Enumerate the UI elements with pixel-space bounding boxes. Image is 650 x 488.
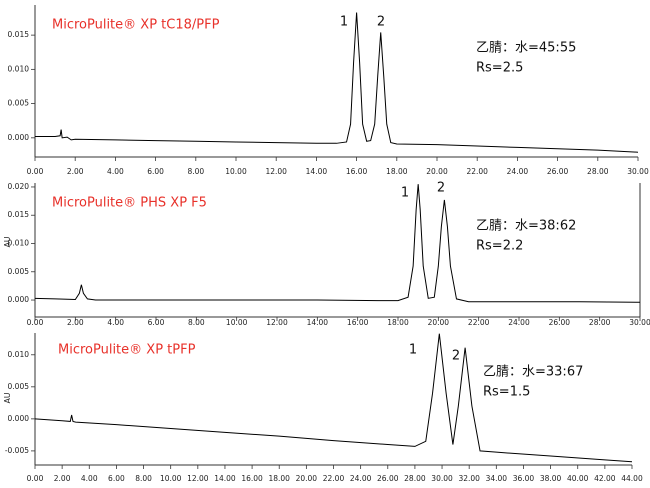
x-tick-label: 24.00	[507, 167, 529, 176]
x-tick-label: 10.00	[226, 318, 248, 327]
x-tick-label: 12.00	[266, 318, 288, 327]
x-tick-label: 42.00	[594, 474, 616, 483]
x-tick-label: 26.00	[547, 167, 569, 176]
x-tick-label: 26.00	[549, 318, 571, 327]
peak-label: 2	[437, 181, 445, 196]
x-tick-label: 2.00	[54, 474, 71, 483]
x-tick-label: 36.00	[513, 474, 535, 483]
x-tick-label: 14.00	[306, 167, 328, 176]
x-tick-label: 24.00	[508, 318, 530, 327]
x-tick-label: 12.00	[187, 474, 209, 483]
x-tick-label: 34.00	[486, 474, 508, 483]
x-tick-label: 6.00	[148, 318, 165, 327]
y-tick-label: 0.005	[8, 267, 30, 276]
x-tick-label: 24.00	[350, 474, 372, 483]
x-tick-label: 16.00	[347, 318, 369, 327]
y-tick-label: 0.010	[8, 238, 30, 247]
annotation: Rs=2.5	[476, 61, 523, 76]
annotation: 乙腈：水=33:67	[483, 365, 583, 380]
x-tick-label: 4.00	[107, 167, 124, 176]
x-tick-label: 30.00	[627, 167, 649, 176]
x-tick-label: 2.00	[67, 167, 84, 176]
x-tick-label: 28.00	[589, 318, 611, 327]
trace	[34, 333, 633, 463]
x-tick-label: 2.00	[67, 318, 84, 327]
annotation: Rs=2.2	[476, 239, 523, 254]
x-tick-label: 14.00	[214, 474, 236, 483]
x-tick-label: 6.00	[108, 474, 125, 483]
x-tick-label: 30.00	[431, 474, 453, 483]
x-tick-label: 22.00	[323, 474, 345, 483]
x-tick-label: 6.00	[147, 167, 164, 176]
y-tick-label: 0.015	[8, 210, 30, 219]
trace	[35, 12, 639, 153]
peak-label: 1	[409, 343, 417, 358]
x-tick-label: 40.00	[567, 474, 589, 483]
x-tick-label: 38.00	[540, 474, 562, 483]
peak-label: 1	[340, 15, 348, 30]
y-tick-label: 0.005	[8, 99, 30, 108]
y-tick-label: 0.005	[8, 382, 30, 391]
x-tick-label: 26.00	[377, 474, 399, 483]
x-tick-label: 0.00	[27, 167, 44, 176]
x-tick-label: 20.00	[426, 167, 448, 176]
x-tick-label: 28.00	[404, 474, 426, 483]
x-tick-label: 10.00	[225, 167, 247, 176]
panel-title: MicroPulite® XP tC18/PFP	[52, 18, 220, 33]
annotation: Rs=1.5	[483, 385, 530, 400]
x-tick-label: 22.00	[468, 318, 490, 327]
peak-label: 2	[377, 15, 385, 30]
x-tick-label: 16.00	[241, 474, 263, 483]
annotation: 乙腈：水=38:62	[476, 219, 576, 234]
y-tick-label: 0.010	[8, 350, 30, 359]
x-tick-label: 18.00	[268, 474, 290, 483]
x-tick-label: 18.00	[387, 318, 409, 327]
x-tick-label: 32.00	[458, 474, 480, 483]
x-tick-label: 12.00	[265, 167, 287, 176]
x-tick-label: 4.00	[107, 318, 124, 327]
y-tick-label: 0.015	[8, 30, 30, 39]
x-tick-label: 18.00	[386, 167, 408, 176]
y-tick-label: 0.000	[8, 295, 30, 304]
x-tick-label: 30.00	[629, 318, 650, 327]
annotation: 乙腈：水=45:55	[476, 41, 576, 56]
x-tick-label: 0.00	[27, 474, 44, 483]
x-tick-label: 4.00	[81, 474, 98, 483]
x-tick-label: 8.00	[188, 318, 205, 327]
peak-label: 2	[452, 349, 460, 364]
x-tick-label: 20.00	[296, 474, 318, 483]
x-tick-label: 8.00	[187, 167, 204, 176]
y-tick-label: 0.000	[8, 414, 30, 423]
x-tick-label: 14.00	[307, 318, 329, 327]
x-tick-label: 16.00	[346, 167, 368, 176]
trace	[34, 184, 641, 303]
panel-title: MicroPulite® XP tPFP	[58, 343, 196, 358]
x-tick-label: 8.00	[135, 474, 152, 483]
x-tick-label: 44.00	[621, 474, 643, 483]
y-axis-label: AU	[3, 237, 12, 248]
y-tick-label: 0.000	[8, 133, 30, 142]
y-axis-label: AU	[3, 393, 12, 404]
panel-title: MicroPulite® PHS XP F5	[52, 196, 207, 211]
x-tick-label: 10.00	[160, 474, 182, 483]
x-tick-label: 0.00	[27, 318, 44, 327]
y-tick-label: 0.020	[8, 182, 30, 191]
x-tick-label: 22.00	[466, 167, 488, 176]
y-tick-label: -0.005	[5, 446, 29, 455]
x-tick-label: 20.00	[428, 318, 450, 327]
peak-label: 1	[401, 186, 409, 201]
y-tick-label: 0.010	[8, 64, 30, 73]
x-tick-label: 28.00	[587, 167, 609, 176]
